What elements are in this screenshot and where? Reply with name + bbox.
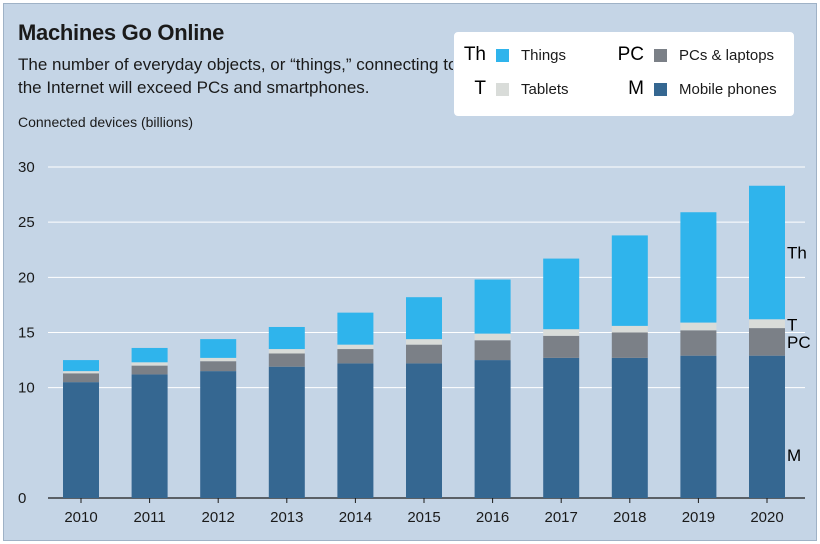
bar-segment bbox=[200, 361, 237, 372]
series-abbr-label: Th bbox=[787, 244, 807, 263]
bar-segment bbox=[543, 357, 580, 498]
bar-segment bbox=[749, 319, 785, 329]
y-tick-label: 10 bbox=[18, 380, 35, 397]
y-tick-label: 20 bbox=[18, 269, 35, 286]
bar-segment bbox=[406, 363, 442, 498]
legend-swatch bbox=[654, 82, 667, 96]
legend-swatch bbox=[496, 82, 509, 96]
y-tick-label: 30 bbox=[18, 159, 35, 176]
bar-segment bbox=[543, 258, 580, 330]
x-tick-label: 2010 bbox=[64, 509, 97, 526]
bar-segment bbox=[200, 339, 237, 358]
bar-segment bbox=[131, 347, 168, 363]
y-tick-label: 25 bbox=[18, 214, 35, 231]
legend-item-tablets: T Tablets bbox=[456, 78, 569, 100]
bar-segment bbox=[63, 371, 99, 374]
bar-segment bbox=[543, 335, 580, 358]
x-tick-label: 2019 bbox=[682, 509, 715, 526]
y-tick-label: 0 bbox=[18, 490, 26, 507]
bar-segment bbox=[474, 340, 511, 361]
legend-abbr: T bbox=[474, 78, 486, 99]
bar-segment bbox=[63, 382, 99, 498]
bar-segment bbox=[200, 371, 237, 498]
x-tick-label: 2017 bbox=[545, 509, 578, 526]
bar-segment bbox=[200, 357, 237, 362]
bar-segment bbox=[749, 185, 785, 320]
y-tick-label: 15 bbox=[18, 325, 35, 342]
x-tick-label: 2016 bbox=[476, 509, 509, 526]
chart-title: Machines Go Online bbox=[18, 20, 225, 45]
bar-segment bbox=[268, 353, 305, 367]
bar-segment bbox=[749, 328, 785, 356]
bar-segment bbox=[680, 212, 717, 323]
series-abbr-label: T bbox=[787, 315, 797, 334]
bar-segment bbox=[611, 357, 648, 498]
bar-segment bbox=[611, 325, 648, 333]
legend-label: Tablets bbox=[521, 80, 569, 98]
bar-segment bbox=[337, 349, 374, 364]
legend-abbr: PC bbox=[617, 44, 644, 65]
legend-label: Mobile phones bbox=[679, 80, 777, 98]
bar-segment bbox=[680, 322, 717, 331]
legend-swatch bbox=[496, 48, 509, 62]
bar-segment bbox=[406, 339, 442, 345]
bar-segment bbox=[611, 235, 648, 326]
legend-swatch bbox=[654, 48, 667, 62]
bar-segment bbox=[131, 362, 168, 366]
x-tick-label: 2013 bbox=[270, 509, 303, 526]
bar-segment bbox=[268, 366, 305, 498]
series-abbr-label: M bbox=[787, 446, 801, 465]
bar-segment bbox=[543, 329, 580, 336]
x-tick-label: 2015 bbox=[407, 509, 440, 526]
x-tick-label: 2018 bbox=[613, 509, 646, 526]
x-tick-label: 2020 bbox=[750, 509, 783, 526]
legend-label: PCs & laptops bbox=[679, 46, 775, 64]
legend: Th Things T Tablets PC PCs & laptops M M… bbox=[454, 32, 794, 116]
bar-segment bbox=[749, 355, 785, 498]
bar-segment bbox=[337, 312, 374, 345]
bar-segment bbox=[680, 330, 717, 356]
bar-segment bbox=[268, 326, 305, 350]
bar-segment bbox=[337, 344, 374, 350]
bar-segment bbox=[268, 349, 305, 354]
bar-segment bbox=[406, 297, 442, 340]
legend-label: Things bbox=[521, 46, 567, 64]
legend-abbr: Th bbox=[463, 44, 486, 65]
bar-segment bbox=[680, 355, 717, 498]
bar-segment bbox=[406, 344, 442, 364]
series-abbr-label: PC bbox=[787, 333, 811, 352]
bar-segment bbox=[63, 373, 99, 383]
legend-item-mobile-phones: M Mobile phones bbox=[614, 78, 777, 100]
bar-segment bbox=[337, 363, 374, 498]
bar-segment bbox=[474, 333, 511, 341]
bar-segment bbox=[131, 374, 168, 498]
bar-segment bbox=[131, 365, 168, 375]
x-tick-label: 2012 bbox=[202, 509, 235, 526]
legend-abbr: M bbox=[628, 78, 644, 99]
chart-subtitle: The number of everyday objects, or “thin… bbox=[18, 55, 458, 97]
legend-item-things: Th Things bbox=[456, 44, 566, 66]
legend-item-pcs-laptops: PC PCs & laptops bbox=[614, 44, 774, 66]
x-tick-label: 2011 bbox=[133, 509, 165, 526]
bar-segment bbox=[474, 279, 511, 334]
bar-segment bbox=[63, 360, 99, 372]
bar-segment bbox=[474, 360, 511, 498]
y-axis-label: Connected devices (billions) bbox=[18, 114, 194, 130]
bar-segment bbox=[611, 332, 648, 358]
x-tick-label: 2014 bbox=[339, 509, 372, 526]
